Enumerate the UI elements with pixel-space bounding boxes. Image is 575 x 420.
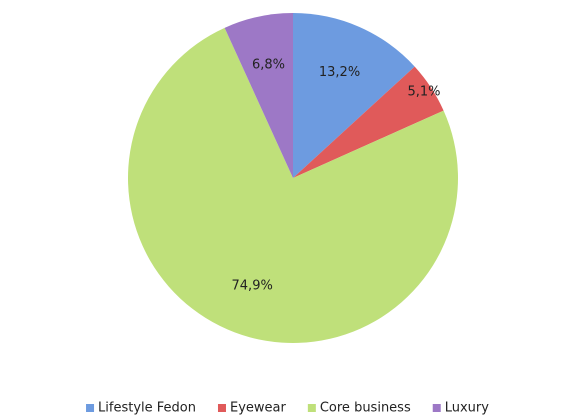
legend-swatch [307, 404, 316, 412]
legend-label: Luxury [445, 401, 490, 416]
pie-slice [293, 13, 415, 178]
data-label: 13,2% [319, 65, 360, 80]
legend-label: Core business [320, 401, 411, 416]
legend-swatch [86, 404, 95, 412]
legend-label: Eyewear [230, 401, 287, 416]
pie-slice [293, 66, 444, 178]
legend-label: Lifestyle Fedon [98, 401, 196, 416]
data-label: 6,8% [252, 58, 285, 73]
legend-swatch [432, 404, 441, 412]
pie-slice [224, 13, 293, 178]
pie-slice [128, 27, 459, 343]
data-label: 5,1% [407, 84, 440, 99]
legend-swatch [217, 404, 226, 412]
data-label: 74,9% [232, 279, 273, 294]
